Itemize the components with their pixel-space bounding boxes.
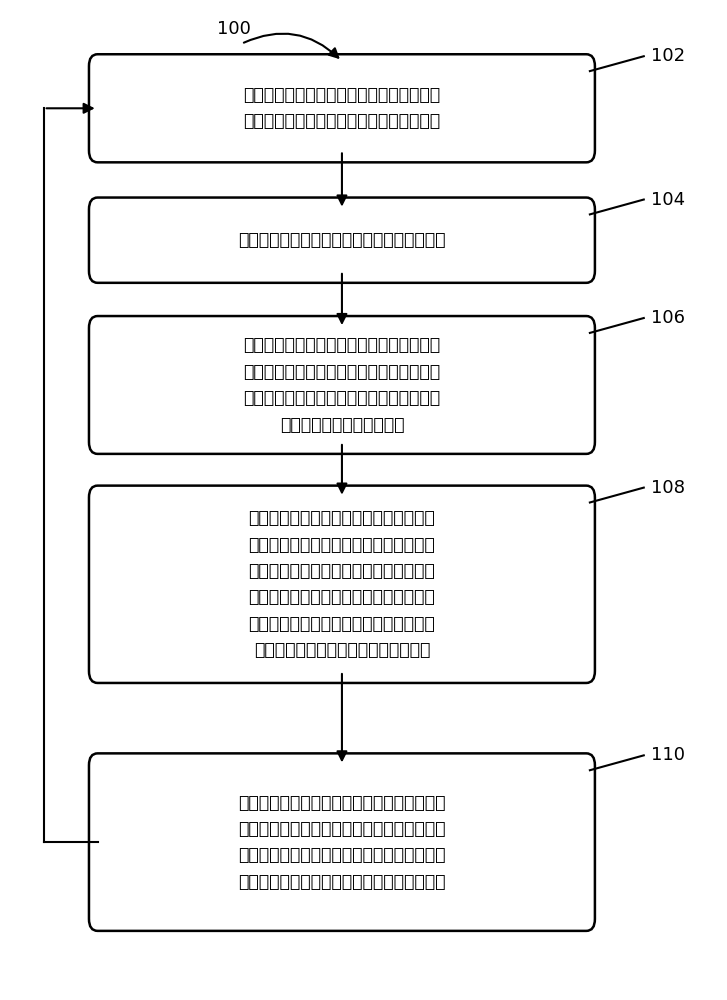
- Text: 110: 110: [651, 746, 685, 764]
- Text: 检测是否达到定时周期，达到定时周期则开
始后续步骤，没有达到定时周期则继续等待: 检测是否达到定时周期，达到定时周期则开 始后续步骤，没有达到定时周期则继续等待: [244, 86, 441, 130]
- FancyBboxPatch shape: [89, 486, 595, 683]
- Text: 106: 106: [651, 309, 685, 327]
- Text: 102: 102: [651, 47, 685, 65]
- FancyBboxPatch shape: [89, 316, 595, 454]
- Text: 发送包含有发电机编号的正式调节量，发电机
接收到正式调节量后，发电机根据与自己的编
号相符的正式调节量对励磁调节器进行调节增
加或者减少励磁电流以调节发电机的无: 发送包含有发电机编号的正式调节量，发电机 接收到正式调节量后，发电机根据与自己的…: [238, 794, 446, 891]
- Text: 接收每一个发电机反馈的预调节量，判断
预调节量是否在允许范围内，对于在允许
范围内的预调节量，基于该预调节量生成
正式调节量，所述正式调节量中包含发电
机编号；: 接收每一个发电机反馈的预调节量，判断 预调节量是否在允许范围内，对于在允许 范围…: [249, 509, 435, 659]
- Text: 108: 108: [651, 479, 685, 497]
- Text: 104: 104: [651, 191, 685, 209]
- FancyBboxPatch shape: [89, 54, 595, 162]
- FancyBboxPatch shape: [89, 753, 595, 931]
- Text: 100: 100: [217, 20, 251, 38]
- Text: 每一个发电机接收预调节指令，读取发电机
的实际无功功率并基于实际无功功率和无功
功率调节目标参数产生该发电机的预调节量
每一个发电机反馈预调节量: 每一个发电机接收预调节指令，读取发电机 的实际无功功率并基于实际无功功率和无功 …: [244, 336, 441, 434]
- Text: 向热电机组中的每一个发电机发送预调节指令: 向热电机组中的每一个发电机发送预调节指令: [238, 231, 446, 249]
- FancyBboxPatch shape: [89, 198, 595, 283]
